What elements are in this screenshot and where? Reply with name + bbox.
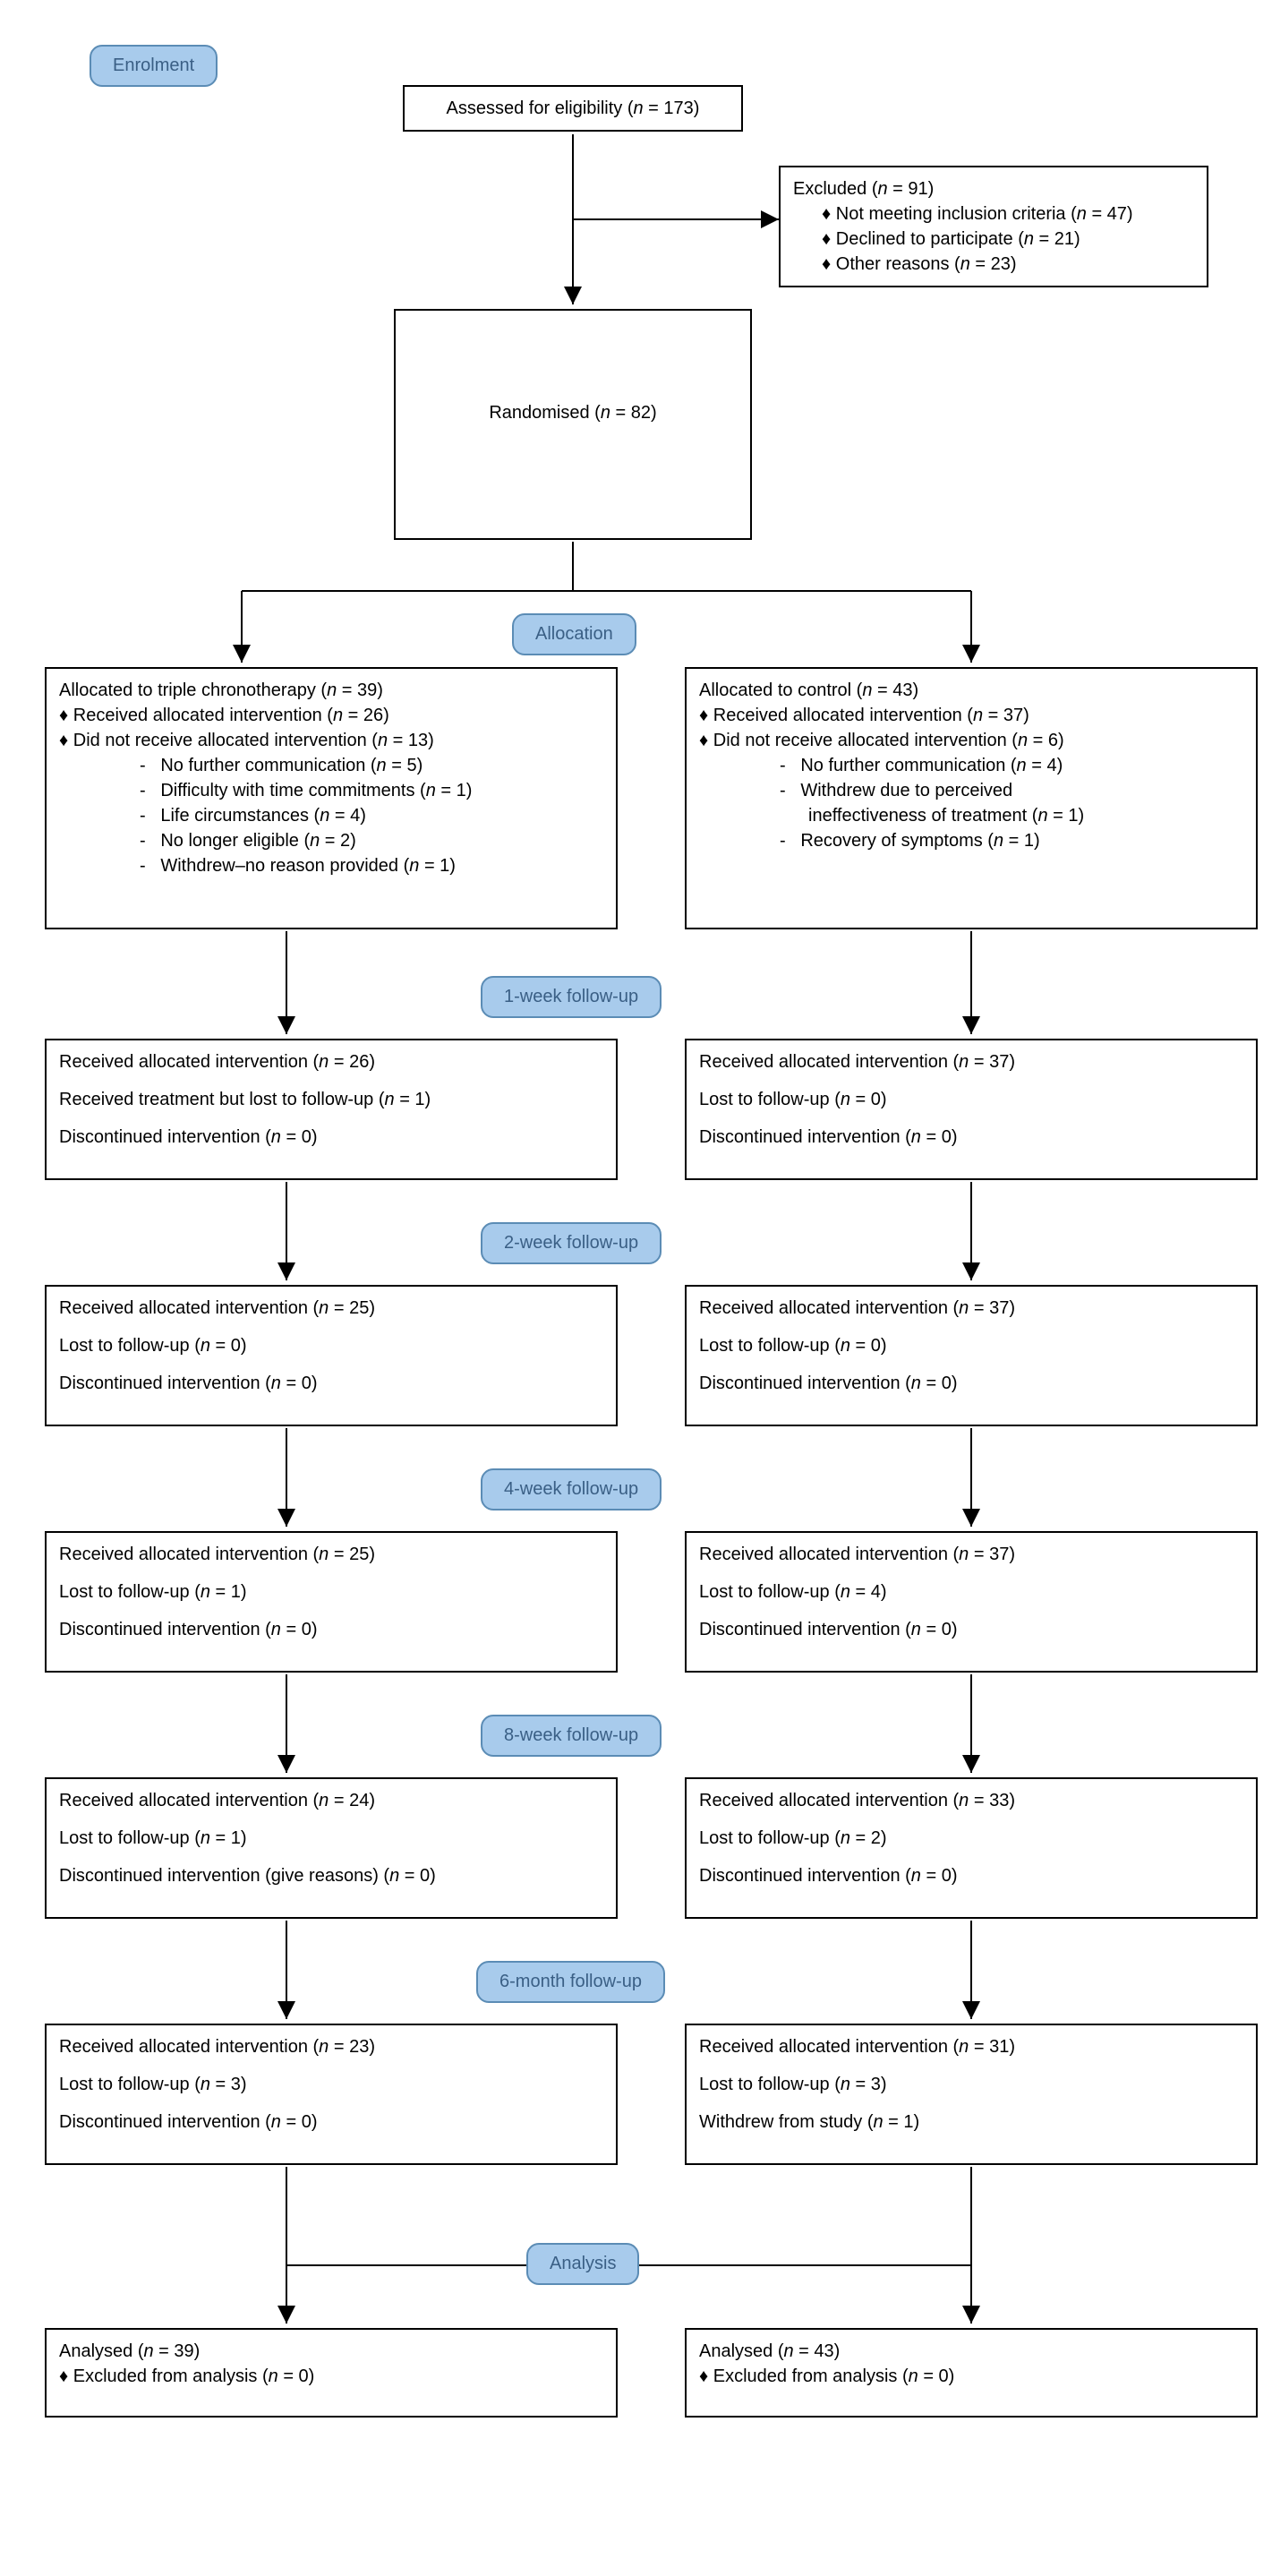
w8l-l2: Lost to follow-up (n = 1) xyxy=(59,1826,603,1851)
alloc-right-b1: Received allocated intervention (n = 37) xyxy=(699,703,1243,728)
anal-right-b1: Excluded from analysis (n = 0) xyxy=(699,2364,1243,2389)
box-randomised: Randomised (n = 82) xyxy=(394,309,752,540)
w8r-l3: Discontinued intervention (n = 0) xyxy=(699,1863,1243,1888)
alloc-left-d3: Life circumstances (n = 4) xyxy=(59,803,603,828)
w2r-l2: Lost to follow-up (n = 0) xyxy=(699,1333,1243,1358)
m6l-l1: Received allocated intervention (n = 23) xyxy=(59,2034,603,2059)
excluded-header: Excluded (n = 91) xyxy=(793,176,1194,201)
w8r-l1: Received allocated intervention (n = 33) xyxy=(699,1788,1243,1813)
anal-left-b1: Excluded from analysis (n = 0) xyxy=(59,2364,603,2389)
pill-4w-label: 4-week follow-up xyxy=(504,1479,638,1499)
w8r-l2: Lost to follow-up (n = 2) xyxy=(699,1826,1243,1851)
box-assessed: Assessed for eligibility (n = 173) xyxy=(403,85,743,132)
pill-4w: 4-week follow-up xyxy=(481,1468,662,1511)
excluded-b1: Not meeting inclusion criteria (n = 47) xyxy=(793,201,1194,227)
box-alloc-left: Allocated to triple chronotherapy (n = 3… xyxy=(45,667,618,929)
alloc-left-b2: Did not receive allocated intervention (… xyxy=(59,728,603,753)
box-alloc-right: Allocated to control (n = 43) Received a… xyxy=(685,667,1258,929)
anal-right-l1: Analysed (n = 43) xyxy=(699,2339,1243,2364)
w4l-l2: Lost to follow-up (n = 1) xyxy=(59,1579,603,1605)
alloc-right-b2: Did not receive allocated intervention (… xyxy=(699,728,1243,753)
w2l-l3: Discontinued intervention (n = 0) xyxy=(59,1371,603,1396)
pill-8w-label: 8-week follow-up xyxy=(504,1725,638,1745)
pill-2w: 2-week follow-up xyxy=(481,1222,662,1264)
pill-1w-label: 1-week follow-up xyxy=(504,987,638,1006)
pill-allocation: Allocation xyxy=(512,613,636,655)
pill-6m: 6-month follow-up xyxy=(476,1961,665,2003)
w8l-l1: Received allocated intervention (n = 24) xyxy=(59,1788,603,1813)
alloc-right-d2: Withdrew due to perceived xyxy=(699,778,1243,803)
box-2w-left: Received allocated intervention (n = 25)… xyxy=(45,1285,618,1426)
box-analysis-left: Analysed (n = 39) Excluded from analysis… xyxy=(45,2328,618,2418)
m6l-l3: Discontinued intervention (n = 0) xyxy=(59,2110,603,2135)
randomised-text: Randomised (n = 82) xyxy=(489,403,656,423)
w2l-l1: Received allocated intervention (n = 25) xyxy=(59,1296,603,1321)
box-1w-right: Received allocated intervention (n = 37)… xyxy=(685,1039,1258,1180)
box-6m-right: Received allocated intervention (n = 31)… xyxy=(685,2024,1258,2165)
alloc-left-l1: Allocated to triple chronotherapy (n = 3… xyxy=(59,678,603,703)
excluded-b3: Other reasons (n = 23) xyxy=(793,252,1194,277)
alloc-left-d2: Difficulty with time commitments (n = 1) xyxy=(59,778,603,803)
w1l-l3: Discontinued intervention (n = 0) xyxy=(59,1125,603,1150)
w4r-l1: Received allocated intervention (n = 37) xyxy=(699,1542,1243,1567)
w8l-l3: Discontinued intervention (give reasons)… xyxy=(59,1863,603,1888)
box-excluded: Excluded (n = 91) Not meeting inclusion … xyxy=(779,166,1208,287)
excluded-b2: Declined to participate (n = 21) xyxy=(793,227,1194,252)
pill-enrolment: Enrolment xyxy=(90,45,218,87)
pill-analysis-label: Analysis xyxy=(550,2254,616,2273)
alloc-left-b1: Received allocated intervention (n = 26) xyxy=(59,703,603,728)
box-2w-right: Received allocated intervention (n = 37)… xyxy=(685,1285,1258,1426)
w2r-l3: Discontinued intervention (n = 0) xyxy=(699,1371,1243,1396)
pill-8w: 8-week follow-up xyxy=(481,1715,662,1757)
w1l-l1: Received allocated intervention (n = 26) xyxy=(59,1049,603,1074)
w4r-l3: Discontinued intervention (n = 0) xyxy=(699,1617,1243,1642)
alloc-right-d3: Recovery of symptoms (n = 1) xyxy=(699,828,1243,853)
m6r-l1: Received allocated intervention (n = 31) xyxy=(699,2034,1243,2059)
w4l-l3: Discontinued intervention (n = 0) xyxy=(59,1617,603,1642)
box-8w-right: Received allocated intervention (n = 33)… xyxy=(685,1777,1258,1919)
box-8w-left: Received allocated intervention (n = 24)… xyxy=(45,1777,618,1919)
pill-2w-label: 2-week follow-up xyxy=(504,1233,638,1253)
w2l-l2: Lost to follow-up (n = 0) xyxy=(59,1333,603,1358)
pill-allocation-label: Allocation xyxy=(535,624,613,644)
w1l-l2: Received treatment but lost to follow-up… xyxy=(59,1087,603,1112)
w2r-l1: Received allocated intervention (n = 37) xyxy=(699,1296,1243,1321)
box-4w-right: Received allocated intervention (n = 37)… xyxy=(685,1531,1258,1673)
assessed-text: Assessed for eligibility (n = 173) xyxy=(447,98,700,118)
pill-1w: 1-week follow-up xyxy=(481,976,662,1018)
w1r-l1: Received allocated intervention (n = 37) xyxy=(699,1049,1243,1074)
alloc-right-l1: Allocated to control (n = 43) xyxy=(699,678,1243,703)
box-1w-left: Received allocated intervention (n = 26)… xyxy=(45,1039,618,1180)
w4r-l2: Lost to follow-up (n = 4) xyxy=(699,1579,1243,1605)
pill-analysis: Analysis xyxy=(526,2243,639,2285)
box-analysis-right: Analysed (n = 43) Excluded from analysis… xyxy=(685,2328,1258,2418)
box-6m-left: Received allocated intervention (n = 23)… xyxy=(45,2024,618,2165)
alloc-left-d1: No further communication (n = 5) xyxy=(59,753,603,778)
alloc-left-d5: Withdrew–no reason provided (n = 1) xyxy=(59,853,603,878)
pill-6m-label: 6-month follow-up xyxy=(499,1972,642,1991)
alloc-right-d1: No further communication (n = 4) xyxy=(699,753,1243,778)
alloc-right-d2b: ineffectiveness of treatment (n = 1) xyxy=(699,803,1243,828)
w4l-l1: Received allocated intervention (n = 25) xyxy=(59,1542,603,1567)
alloc-left-d4: No longer eligible (n = 2) xyxy=(59,828,603,853)
m6l-l2: Lost to follow-up (n = 3) xyxy=(59,2072,603,2097)
box-4w-left: Received allocated intervention (n = 25)… xyxy=(45,1531,618,1673)
w1r-l3: Discontinued intervention (n = 0) xyxy=(699,1125,1243,1150)
consort-flowchart: Enrolment Assessed for eligibility (n = … xyxy=(18,18,1272,2558)
pill-enrolment-label: Enrolment xyxy=(113,56,194,75)
w1r-l2: Lost to follow-up (n = 0) xyxy=(699,1087,1243,1112)
anal-left-l1: Analysed (n = 39) xyxy=(59,2339,603,2364)
m6r-l2: Lost to follow-up (n = 3) xyxy=(699,2072,1243,2097)
m6r-l3: Withdrew from study (n = 1) xyxy=(699,2110,1243,2135)
